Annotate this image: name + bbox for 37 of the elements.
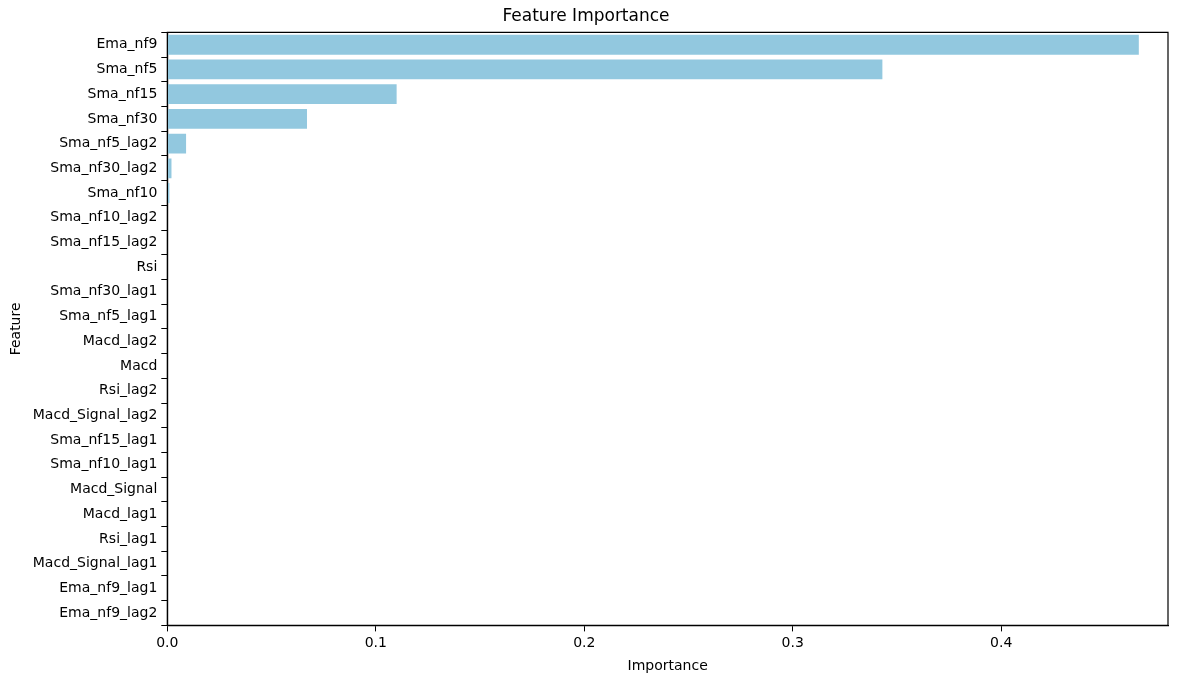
- y-tick-label: Sma_nf10: [87, 183, 158, 200]
- bar: [167, 133, 187, 154]
- y-tick-label: Macd: [120, 356, 158, 373]
- x-tick-label: 0.4: [990, 634, 1013, 651]
- y-tick-label: Macd_Signal_lag2: [32, 406, 158, 423]
- y-tick-label: Sma_nf15_lag2: [50, 233, 158, 250]
- y-tick-label: Ema_nf9: [96, 35, 158, 52]
- x-tick-label: 0.3: [781, 634, 804, 651]
- y-tick-label: Sma_nf5_lag2: [59, 134, 158, 151]
- y-tick-label: Rsi_lag2: [99, 381, 158, 398]
- bar: [167, 84, 397, 105]
- y-tick-label: Ema_nf9_lag2: [59, 603, 158, 620]
- y-tick-label: Macd_Signal_lag1: [32, 554, 158, 571]
- y-tick-label: Macd_lag2: [82, 331, 158, 348]
- y-tick-label: Sma_nf10_lag1: [50, 455, 158, 472]
- y-tick-label: Sma_nf15_lag1: [50, 430, 158, 447]
- y-tick-label: Macd_Signal: [70, 480, 158, 497]
- bar: [167, 109, 307, 129]
- chart-title: Feature Importance: [502, 4, 670, 25]
- y-tick-label: Sma_nf30_lag1: [50, 282, 158, 299]
- x-tick-label: 0.0: [156, 634, 179, 651]
- bar: [167, 59, 883, 80]
- x-axis-title: Importance: [627, 657, 708, 674]
- y-axis-title: Feature: [7, 302, 24, 356]
- y-tick-label: Sma_nf30: [87, 109, 158, 126]
- y-tick-label: Sma_nf5_lag1: [59, 307, 158, 324]
- y-tick-label: Ema_nf9_lag1: [59, 578, 158, 595]
- y-tick-label: Rsi: [136, 257, 158, 274]
- x-tick-label: 0.2: [573, 634, 596, 651]
- y-tick-label: Sma_nf5: [96, 60, 158, 77]
- y-tick-label: Sma_nf15: [87, 84, 158, 101]
- y-tick-label: Sma_nf30_lag2: [50, 158, 158, 175]
- y-tick-label: Sma_nf10_lag2: [50, 208, 158, 225]
- y-tick-label: Rsi_lag1: [99, 529, 158, 546]
- x-tick-label: 0.1: [364, 634, 387, 651]
- y-tick-label: Macd_lag1: [82, 504, 158, 521]
- bar: [167, 34, 1139, 55]
